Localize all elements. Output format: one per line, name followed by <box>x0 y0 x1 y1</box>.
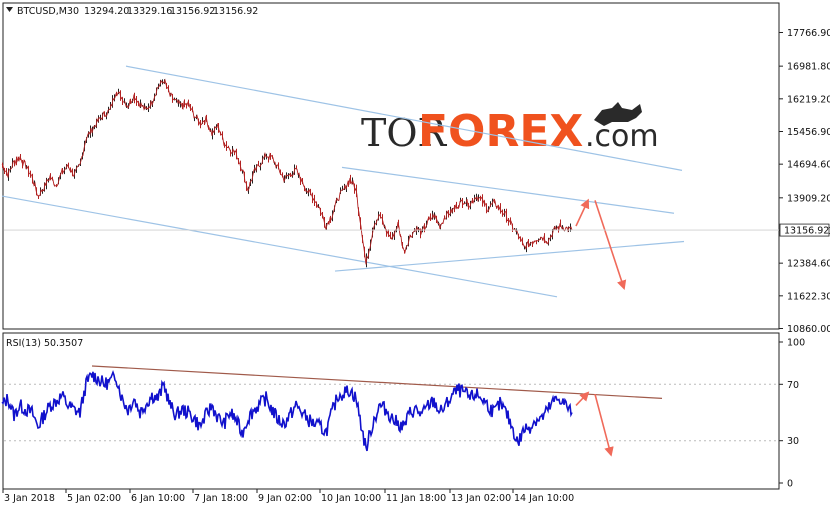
rsi-forecast-arrows <box>575 391 614 457</box>
price-forecast-arrows <box>575 198 627 291</box>
x-tick-label: 14 Jan 10:00 <box>514 493 574 504</box>
price-y-tick-label: 15456.90 <box>787 127 830 138</box>
rsi-y-tick-label: 0 <box>787 479 793 490</box>
price-y-tick-label: 14694.60 <box>787 160 830 171</box>
torforex-watermark: TOR FOREX .com <box>361 102 659 157</box>
header-open: 13294.20 <box>84 6 129 17</box>
price-forecast-arrow <box>594 200 627 291</box>
channel-line[interactable] <box>125 65 683 171</box>
price-y-tick-label: 13909.20 <box>787 193 830 204</box>
rsi-series <box>1 369 573 452</box>
watermark-com: .com <box>585 119 659 154</box>
channel-line[interactable] <box>334 240 685 272</box>
price-y-tick-label: 17766.90 <box>787 28 830 39</box>
price-y-tick-label: 12384.60 <box>787 259 830 270</box>
watermark-forex: FOREX <box>418 106 583 157</box>
rsi-panel[interactable] <box>2 332 780 490</box>
rsi-trendline-group <box>91 365 663 399</box>
rsi-y-tick-label: 100 <box>787 338 805 349</box>
header-high: 13329.16 <box>127 6 172 17</box>
rsi-y-tick-label: 30 <box>787 436 799 447</box>
x-tick-label: 11 Jan 18:00 <box>386 493 446 504</box>
rsi-y-tick-label: 70 <box>787 380 799 391</box>
price-forecast-arrow <box>575 198 590 227</box>
x-tick-label: 5 Jan 02:00 <box>67 493 121 504</box>
last-price-tag: 13156.92 <box>4 223 830 237</box>
channel-line[interactable] <box>341 166 675 214</box>
x-tick-label: 9 Jan 02:00 <box>258 493 312 504</box>
header-close: 13156.92 <box>213 6 258 17</box>
price-y-tick-label: 16981.80 <box>787 62 830 73</box>
price-series <box>1 78 573 268</box>
channel-line[interactable] <box>1 195 558 298</box>
price-panel[interactable] <box>2 2 780 330</box>
bull-bear-icon <box>594 102 642 126</box>
time-x-axis: 3 Jan 2018 5 Jan 02:00 6 Jan 10:00 7 Jan 18… <box>2 489 574 504</box>
price-y-tick-label: 10860.00 <box>787 324 830 335</box>
price-y-tick-label: 16219.20 <box>787 94 830 105</box>
header-symbol: BTCUSD,M30 <box>17 6 79 17</box>
last-price-label: 13156.92 <box>784 226 829 237</box>
x-tick-label: 3 Jan 2018 <box>4 493 55 504</box>
symbol-header: BTCUSD,M30 13294.20 13329.16 13156.92 13… <box>6 6 258 17</box>
dropdown-triangle-icon[interactable] <box>6 7 13 12</box>
header-low: 13156.92 <box>170 6 215 17</box>
price-y-axis: 17766.90 16981.80 16219.20 15456.90 14694.60… <box>779 28 830 335</box>
channel-lines <box>1 65 685 298</box>
rsi-y-axis: 100 70 30 0 <box>4 338 805 490</box>
rsi-forecast-arrow <box>575 391 590 406</box>
rsi-forecast-arrow <box>594 393 614 457</box>
rsi-line <box>1 369 573 452</box>
rsi-title: RSI(13) 50.3507 <box>6 338 83 349</box>
last-price-box <box>779 223 830 237</box>
rsi-trendline[interactable] <box>91 365 663 399</box>
x-tick-label: 6 Jan 10:00 <box>131 493 185 504</box>
price-line <box>1 78 573 265</box>
x-tick-label: 7 Jan 18:00 <box>194 493 248 504</box>
x-tick-label: 10 Jan 10:00 <box>321 493 381 504</box>
price-y-tick-label: 11622.30 <box>787 291 830 302</box>
x-tick-label: 13 Jan 02:00 <box>451 493 511 504</box>
